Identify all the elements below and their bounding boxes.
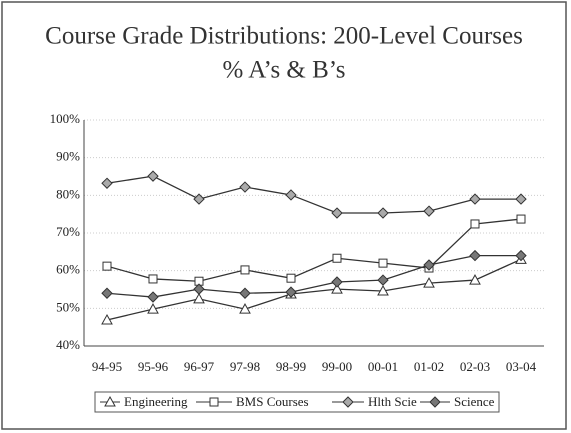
point xyxy=(331,283,343,294)
point xyxy=(286,273,296,283)
legend-label: BMS Courses xyxy=(236,394,309,409)
point xyxy=(332,253,342,263)
point xyxy=(469,274,481,285)
legend-box xyxy=(94,391,500,413)
y-tick-label: 80% xyxy=(56,186,80,201)
y-tick-label: 40% xyxy=(56,337,80,352)
point xyxy=(377,207,389,219)
legend-label: Hlth Scie xyxy=(368,394,417,409)
point xyxy=(285,286,297,298)
point xyxy=(101,177,113,189)
point xyxy=(101,313,113,325)
legend-marker xyxy=(104,395,116,407)
series-line xyxy=(106,254,521,298)
point xyxy=(285,189,297,201)
legend-marker xyxy=(429,396,441,408)
x-tick-label: 02-03 xyxy=(460,359,490,374)
point xyxy=(469,249,481,262)
series-line xyxy=(106,258,522,321)
point xyxy=(377,274,389,286)
x-tick-label: 00-01 xyxy=(368,359,398,374)
point xyxy=(102,261,112,271)
x-tick-label: 96-97 xyxy=(184,359,215,374)
point xyxy=(239,181,251,193)
point xyxy=(331,207,343,219)
point xyxy=(515,193,527,205)
point xyxy=(239,303,251,314)
point xyxy=(423,277,435,288)
point xyxy=(377,284,389,296)
legend-marker xyxy=(342,396,354,408)
legend-label: Science xyxy=(454,394,495,409)
point xyxy=(423,259,435,271)
point xyxy=(147,170,159,182)
x-tick-label: 03-04 xyxy=(506,359,537,374)
y-tick-label: 50% xyxy=(56,299,80,314)
point xyxy=(147,303,159,314)
point xyxy=(469,193,481,205)
y-tick-label: 60% xyxy=(56,262,80,277)
x-tick-label: 94-95 xyxy=(92,359,122,374)
point xyxy=(331,276,343,288)
chart-title: Course Grade Distributions: 200-Level Co… xyxy=(45,23,523,50)
x-tick-label: 99-00 xyxy=(322,359,352,374)
series-line xyxy=(106,218,522,282)
x-tick-label: 95-96 xyxy=(138,359,169,374)
point xyxy=(147,291,159,303)
legend-label: Engineering xyxy=(124,394,188,409)
legend-marker xyxy=(209,397,219,407)
point xyxy=(378,258,388,268)
point xyxy=(423,205,435,217)
y-tick-label: 90% xyxy=(56,149,80,164)
x-tick-label: 98-99 xyxy=(276,359,306,374)
point xyxy=(193,283,205,295)
series-line xyxy=(106,175,521,214)
point xyxy=(470,219,480,229)
x-tick-label: 01-02 xyxy=(414,359,444,374)
point xyxy=(515,249,527,262)
chart-subtitle: % A’s & B’s xyxy=(223,57,346,84)
point xyxy=(193,292,205,304)
point xyxy=(193,193,205,205)
point xyxy=(101,287,113,299)
point xyxy=(148,274,158,284)
y-tick-label: 100% xyxy=(50,111,81,126)
point xyxy=(516,214,526,224)
x-tick-label: 97-98 xyxy=(230,359,260,374)
y-tick-label: 70% xyxy=(56,224,80,239)
point xyxy=(240,265,250,275)
point xyxy=(239,287,251,299)
